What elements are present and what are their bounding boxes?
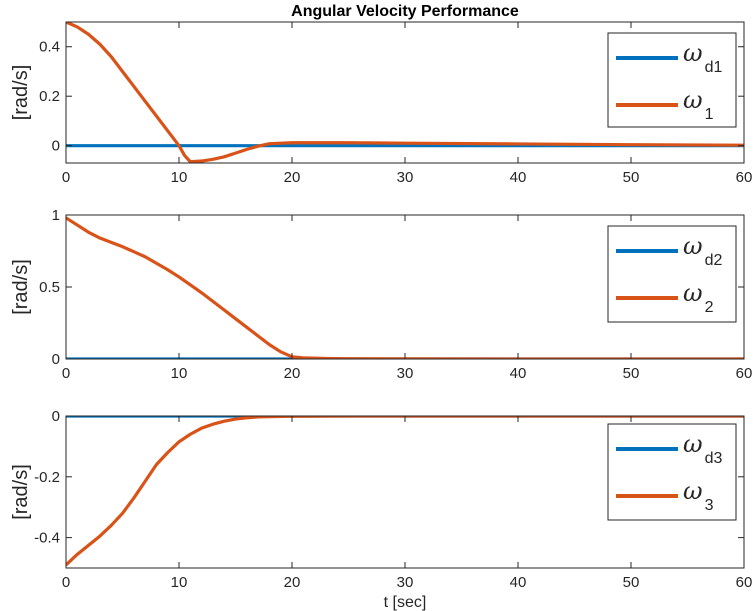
y-axis-label: [rad/s] (10, 259, 32, 315)
y-tick-label: 0.2 (39, 88, 60, 105)
x-tick-label: 20 (284, 169, 301, 186)
x-tick-label: 10 (171, 365, 188, 382)
x-axis-label: t [sec] (384, 594, 427, 611)
y-tick-label: -0.2 (34, 469, 60, 486)
x-tick-label: 10 (171, 169, 188, 186)
x-tick-label: 60 (736, 169, 753, 186)
series-line-1 (66, 22, 744, 163)
y-tick-label: 0 (52, 408, 60, 425)
x-tick-label: 30 (397, 365, 414, 382)
x-tick-label: 40 (510, 169, 527, 186)
x-tick-label: 0 (62, 169, 70, 186)
chart-title: Angular Velocity Performance (291, 3, 519, 20)
legend-box (607, 423, 737, 521)
legend-entry: ω2 (683, 279, 714, 316)
x-tick-label: 10 (171, 574, 188, 591)
y-axis-label: [rad/s] (10, 464, 32, 520)
y-axis-label: [rad/s] (10, 65, 32, 121)
subplot-3: 0 10 20 30 40 50 60-0.4-0.20[rad/s]t [sec]ωd3ω… (10, 408, 752, 611)
legend-entry: ωd3 (683, 430, 722, 467)
x-tick-label: 60 (736, 574, 753, 591)
x-tick-label: 50 (623, 574, 640, 591)
y-tick-label: 1 (52, 207, 60, 224)
x-tick-label: 30 (397, 169, 414, 186)
y-tick-label: 0.4 (39, 39, 60, 56)
x-tick-label: 0 (62, 574, 70, 591)
x-tick-label: 50 (623, 169, 640, 186)
y-tick-label: -0.4 (34, 530, 60, 547)
y-tick-label: 0.5 (39, 279, 60, 296)
legend-entry: ωd2 (683, 232, 722, 269)
x-tick-label: 20 (284, 574, 301, 591)
legend-box (607, 225, 737, 323)
y-tick-label: 0 (52, 351, 60, 368)
x-tick-label: 30 (397, 574, 414, 591)
series-line-3 (66, 416, 744, 567)
x-tick-label: 0 (62, 365, 70, 382)
x-tick-label: 40 (510, 365, 527, 382)
x-tick-label: 40 (510, 574, 527, 591)
subplot-1: 0 10 20 30 40 50 60 0 0.2 0.4 [rad/s] Angular Veloc… (10, 3, 752, 186)
legend-entry: ωd1 (683, 39, 722, 76)
y-tick-label: 0 (52, 138, 60, 155)
legend-entry: ω1 (683, 86, 714, 123)
x-tick-label: 50 (623, 365, 640, 382)
legend-box (607, 32, 737, 128)
x-tick-label: 20 (284, 365, 301, 382)
x-tick-label: 60 (736, 365, 753, 382)
legend-entry: ω3 (683, 477, 714, 514)
